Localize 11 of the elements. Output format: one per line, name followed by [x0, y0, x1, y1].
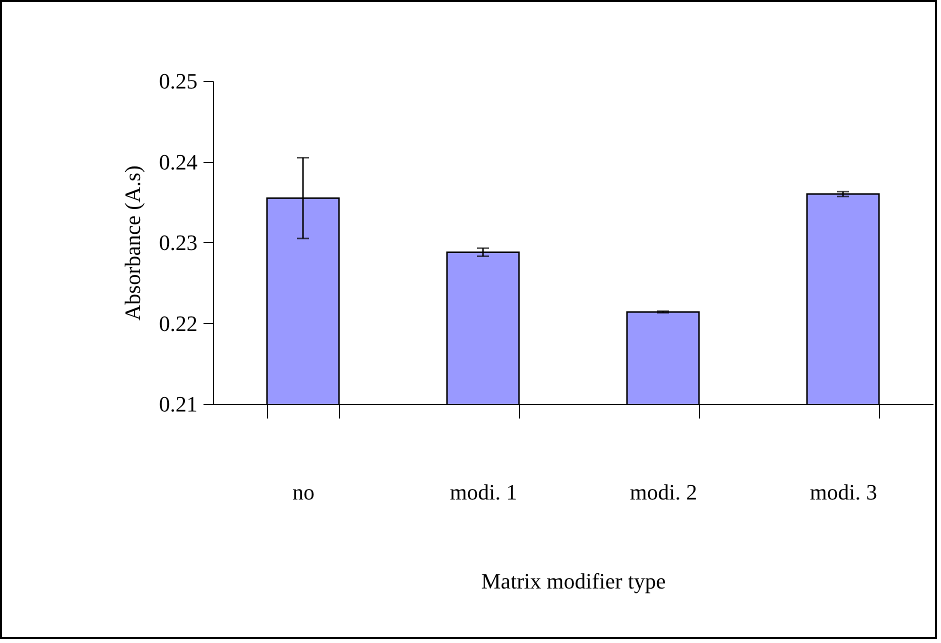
y-tick-label: 0.24: [159, 149, 198, 174]
x-tick-label: modi. 3: [810, 480, 878, 504]
y-tick-label: 0.25: [159, 68, 198, 94]
y-tick-label: 0.21: [159, 392, 198, 416]
y-axis-title: Absorbance (A.s): [120, 165, 145, 321]
y-tick-label: 0.22: [159, 310, 198, 336]
x-tick-label: modi. 2: [630, 480, 698, 504]
x-tick-label: no: [292, 480, 314, 504]
x-tick-label: modi. 1: [450, 480, 518, 504]
x-axis-title: Matrix modifier type: [481, 568, 666, 594]
y-tick-label: 0.23: [159, 230, 198, 255]
